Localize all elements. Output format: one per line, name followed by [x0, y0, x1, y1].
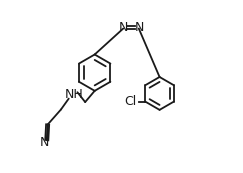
- Text: N: N: [119, 21, 128, 34]
- Text: N: N: [39, 136, 49, 149]
- Text: Cl: Cl: [124, 95, 136, 108]
- Text: NH: NH: [65, 88, 83, 101]
- Text: N: N: [135, 21, 144, 34]
